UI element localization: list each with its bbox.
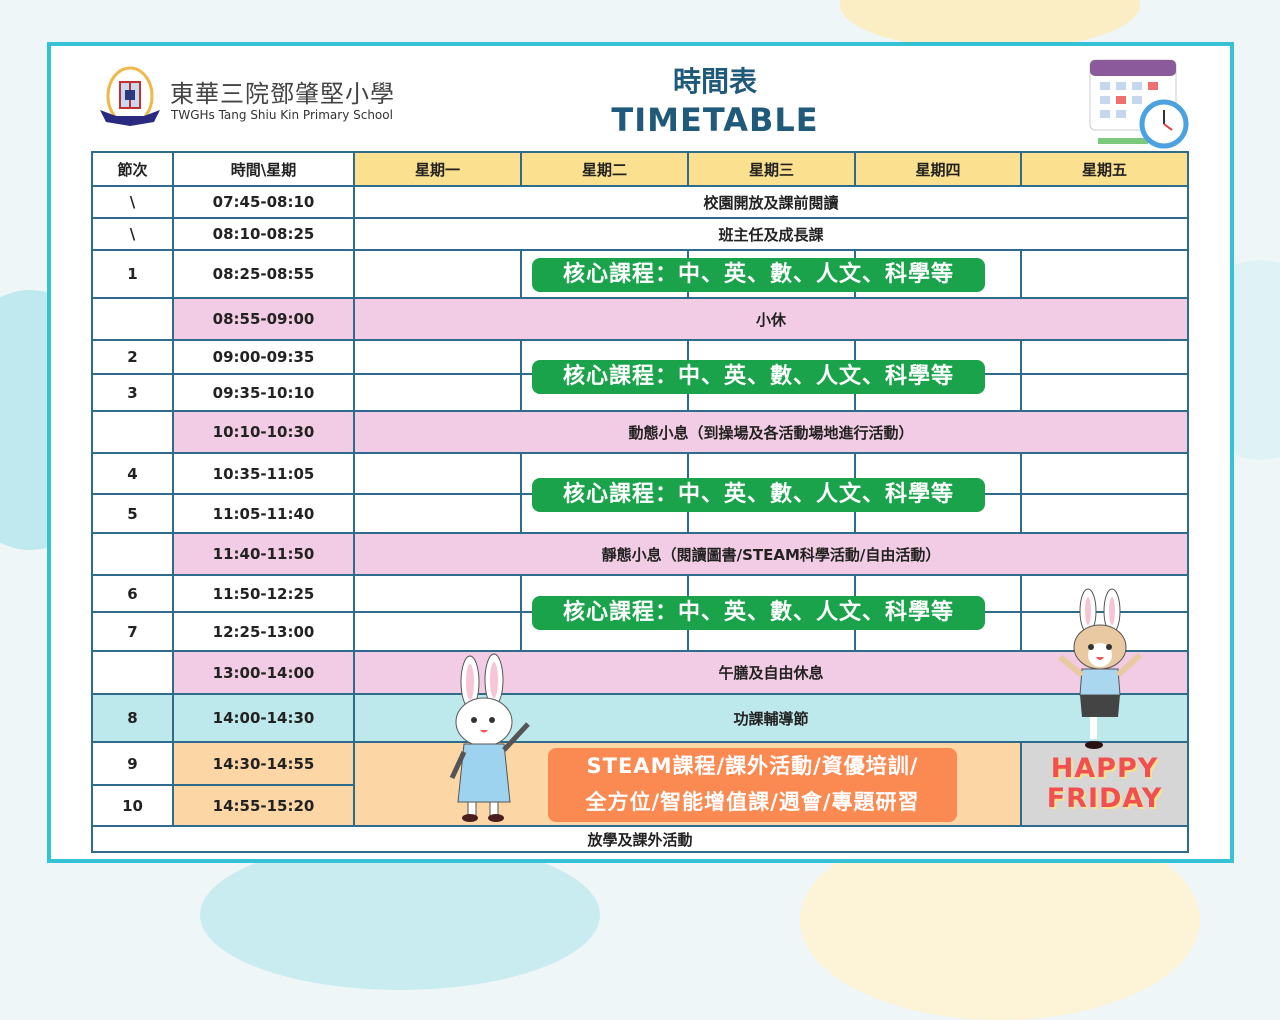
header-friday: 星期五 xyxy=(1020,151,1189,187)
header-monday: 星期一 xyxy=(353,151,522,187)
time-cell: 14:55-15:20 xyxy=(172,784,355,827)
period-cell: 3 xyxy=(91,373,174,412)
period-cell: 9 xyxy=(91,741,174,786)
core-curriculum-label: 核心課程：中、英、數、人文、科學等 xyxy=(532,596,985,630)
page-title-zh: 時間表 xyxy=(672,65,757,98)
lesson-cell xyxy=(353,339,522,375)
time-cell: 14:30-14:55 xyxy=(172,741,355,786)
core-curriculum-label: 核心課程：中、英、數、人文、科學等 xyxy=(532,258,985,292)
header-thursday: 星期四 xyxy=(854,151,1022,187)
time-cell: 13:00-14:00 xyxy=(172,650,355,695)
time-cell: 09:35-10:10 xyxy=(172,373,355,412)
time-cell: 11:40-11:50 xyxy=(172,532,355,576)
period-cell: 4 xyxy=(91,452,174,495)
school-name-zh: 東華三院鄧肇堅小學 xyxy=(170,80,395,108)
table-row: \ 07:45-08:10 校園開放及課前閱讀 xyxy=(91,185,1189,219)
dismissal-cell: 放學及課外活動 xyxy=(91,825,1189,853)
lesson-cell xyxy=(1020,452,1189,495)
period-cell: 7 xyxy=(91,611,174,652)
activity-cell: 班主任及成長課 xyxy=(353,217,1189,251)
activity-cell: 校園開放及課前閱讀 xyxy=(353,185,1189,219)
header-time: 時間\星期 xyxy=(172,151,355,187)
school-crest xyxy=(100,66,160,126)
page-title-en: TIMETABLE xyxy=(611,101,819,139)
afternoon-activities-label: STEAM課程/課外活動/資優培訓/全方位/智能增值課/週會/專題研習 xyxy=(548,748,957,822)
table-row: 10 14:55-15:20 xyxy=(91,784,1188,827)
break-cell: 小休 xyxy=(353,297,1189,341)
header-period: 節次 xyxy=(91,151,174,187)
table-row: 放學及課外活動 xyxy=(91,825,1189,853)
core-curriculum-label: 核心課程：中、英、數、人文、科學等 xyxy=(532,478,985,512)
table-row: 13:00-14:00 午膳及自由休息 xyxy=(91,650,1189,695)
table-row: 10:10-10:30 動態小息（到操場及各活動場地進行活動） xyxy=(91,410,1189,454)
period-cell: 2 xyxy=(91,339,174,375)
period-cell: \ xyxy=(91,185,174,219)
lesson-cell xyxy=(353,452,522,495)
header-wednesday: 星期三 xyxy=(687,151,856,187)
period-cell: 5 xyxy=(91,493,174,534)
break-cell: 動態小息（到操場及各活動場地進行活動） xyxy=(353,410,1189,454)
time-cell: 12:25-13:00 xyxy=(172,611,355,652)
lesson-cell xyxy=(1020,249,1189,299)
header-row: 節次 時間\星期 星期一 星期二 星期三 星期四 星期五 xyxy=(91,151,1189,187)
table-row: \ 08:10-08:25 班主任及成長課 xyxy=(91,217,1189,251)
time-cell: 10:35-11:05 xyxy=(172,452,355,495)
school-name-en: TWGHs Tang Shiu Kin Primary School xyxy=(171,108,393,122)
period-cell: \ xyxy=(91,217,174,251)
header-tuesday: 星期二 xyxy=(520,151,689,187)
time-cell: 14:00-14:30 xyxy=(172,693,355,743)
period-cell: 1 xyxy=(91,249,174,299)
table-row: 11:40-11:50 靜態小息（閱讀圖書/STEAM科學活動/自由活動） xyxy=(91,532,1189,576)
time-cell: 07:45-08:10 xyxy=(172,185,355,219)
lesson-cell xyxy=(353,574,522,613)
period-cell: 8 xyxy=(91,693,174,743)
time-cell: 08:25-08:55 xyxy=(172,249,355,299)
lesson-cell xyxy=(353,493,522,534)
happy-friday-text: HAPPY FRIDAY xyxy=(1046,753,1163,814)
time-cell: 08:55-09:00 xyxy=(172,297,355,341)
period-cell xyxy=(91,410,174,454)
lesson-cell xyxy=(1020,339,1189,375)
lesson-cell xyxy=(1020,373,1189,412)
period-cell: 10 xyxy=(91,784,174,827)
core-curriculum-label: 核心課程：中、英、數、人文、科學等 xyxy=(532,360,985,394)
time-cell: 11:05-11:40 xyxy=(172,493,355,534)
happy-friday-cell: HAPPY FRIDAY xyxy=(1020,741,1189,827)
time-cell: 10:10-10:30 xyxy=(172,410,355,454)
table-row: 08:55-09:00 小休 xyxy=(91,297,1189,341)
time-cell: 11:50-12:25 xyxy=(172,574,355,613)
lesson-cell xyxy=(353,249,522,299)
period-cell xyxy=(91,297,174,341)
bunny-girl-illustration xyxy=(449,653,530,822)
table-row: 8 14:00-14:30 功課輔導節 xyxy=(91,693,1189,743)
lesson-cell xyxy=(353,373,522,412)
period-cell xyxy=(91,650,174,695)
calendar-clock-icon xyxy=(1089,59,1189,149)
lesson-cell xyxy=(1020,493,1189,534)
bunny-boy-illustration xyxy=(1058,588,1143,749)
period-cell xyxy=(91,532,174,576)
period-cell: 6 xyxy=(91,574,174,613)
time-cell: 08:10-08:25 xyxy=(172,217,355,251)
lesson-cell xyxy=(353,611,522,652)
break-cell: 靜態小息（閱讀圖書/STEAM科學活動/自由活動） xyxy=(353,532,1189,576)
time-cell: 09:00-09:35 xyxy=(172,339,355,375)
